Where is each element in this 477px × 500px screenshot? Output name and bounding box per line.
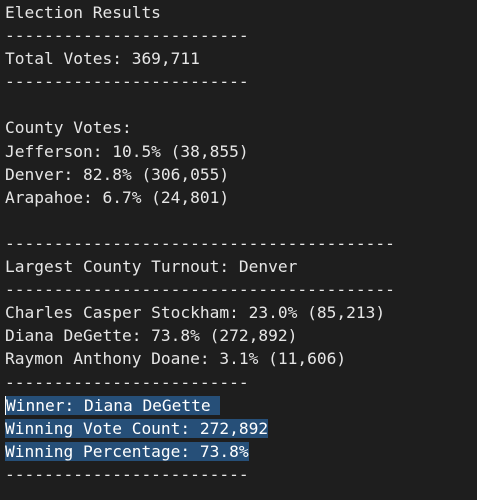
- output-line-blank: [5, 93, 475, 116]
- line-text: Total Votes: 369,711: [5, 49, 200, 69]
- output-line-county-heading: County Votes:: [5, 116, 475, 139]
- output-line-winning-percentage: Winning Percentage: 73.8%: [5, 440, 475, 463]
- selected-text: Winner: Diana DeGette: [5, 395, 221, 415]
- output-line-total-votes: Total Votes: 369,711: [5, 47, 475, 70]
- output-line-candidate-stockham: Charles Casper Stockham: 23.0% (85,213): [5, 301, 475, 324]
- output-line-winner: Winner: Diana DeGette: [5, 394, 475, 417]
- output-line-divider: -------------------------: [5, 463, 475, 486]
- output-line-divider: -------------------------: [5, 70, 475, 93]
- line-text: Raymon Anthony Doane: 3.1% (11,606): [5, 349, 347, 369]
- line-text: Charles Casper Stockham: 23.0% (85,213): [5, 303, 386, 323]
- line-text: -------------------------: [5, 372, 249, 392]
- output-line-heading: Election Results: [5, 1, 475, 24]
- output-line-candidate-doane: Raymon Anthony Doane: 3.1% (11,606): [5, 347, 475, 370]
- output-line-county-denver: Denver: 82.8% (306,055): [5, 163, 475, 186]
- line-text: Arapahoe: 6.7% (24,801): [5, 187, 230, 207]
- output-line-candidate-degette: Diana DeGette: 73.8% (272,892): [5, 324, 475, 347]
- line-text: Jefferson: 10.5% (38,855): [5, 141, 249, 161]
- line-text: County Votes:: [5, 118, 132, 138]
- output-line-blank: [5, 209, 475, 232]
- line-text: Largest County Turnout: Denver: [5, 257, 298, 277]
- output-line-winning-vote-count: Winning Vote Count: 272,892: [5, 417, 475, 440]
- line-text: ----------------------------------------: [5, 280, 395, 300]
- line-text: -------------------------: [5, 72, 249, 92]
- output-line-divider: ----------------------------------------: [5, 278, 475, 301]
- output-line-divider: ----------------------------------------: [5, 232, 475, 255]
- line-text: -------------------------: [5, 26, 249, 46]
- selected-text: Winning Percentage: 73.8%: [5, 441, 249, 461]
- output-line-divider: -------------------------: [5, 24, 475, 47]
- output-line-largest-county: Largest County Turnout: Denver: [5, 255, 475, 278]
- selected-text: Winning Vote Count: 272,892: [5, 418, 269, 438]
- line-text: Diana DeGette: 73.8% (272,892): [5, 326, 298, 346]
- line-text: Denver: 82.8% (306,055): [5, 164, 230, 184]
- terminal-output[interactable]: Election Results -----------------------…: [5, 1, 475, 486]
- output-line-county-arapahoe: Arapahoe: 6.7% (24,801): [5, 186, 475, 209]
- line-text: -------------------------: [5, 464, 249, 484]
- output-line-county-jefferson: Jefferson: 10.5% (38,855): [5, 140, 475, 163]
- line-text: Election Results: [5, 3, 161, 22]
- output-line-divider: -------------------------: [5, 371, 475, 394]
- line-text: ----------------------------------------: [5, 233, 395, 253]
